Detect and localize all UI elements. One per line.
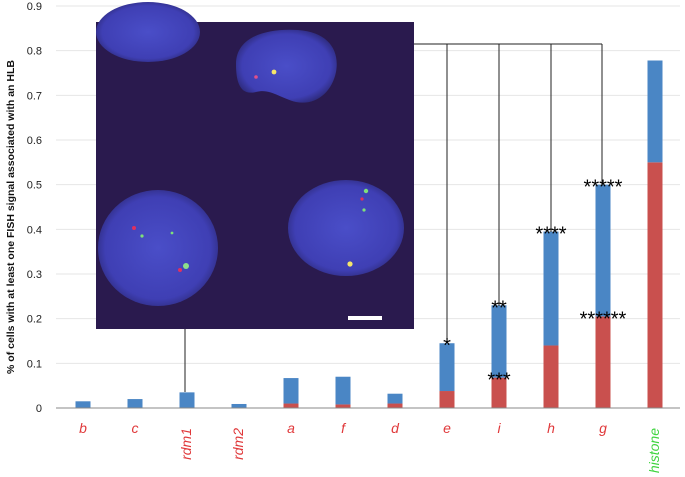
x-category-label-e: e — [443, 420, 451, 436]
bar-g-segment-1 — [595, 184, 611, 317]
bar-a-segment-0 — [283, 403, 299, 408]
fish-signal — [363, 188, 369, 194]
significance-stars: **** — [535, 224, 566, 246]
nucleus-bottom-right — [288, 180, 404, 276]
x-category-label-histone: histone — [646, 428, 662, 473]
bars — [75, 60, 663, 408]
x-category-label-g: g — [599, 420, 607, 436]
nucleus-bottom-left — [98, 190, 218, 306]
y-tick-label: 0.4 — [27, 224, 42, 236]
fish-signal — [254, 75, 258, 79]
x-category-label-rdm1: rdm1 — [178, 428, 194, 460]
nucleus-top-right — [236, 29, 337, 103]
nucleus-top-left — [96, 2, 200, 62]
x-category-label-f: f — [341, 420, 347, 436]
bar-a-segment-1 — [283, 378, 299, 404]
fish-signal — [132, 226, 136, 230]
fish-signal — [360, 197, 364, 201]
bar-histone-segment-0 — [647, 162, 663, 408]
fish-signal — [140, 234, 144, 238]
significance-stars: ****** — [580, 308, 627, 330]
significance-stars: ** — [491, 297, 507, 319]
x-category-label-b: b — [79, 420, 87, 436]
bar-h-segment-0 — [543, 345, 559, 408]
y-axis-tick-labels: 0 0.1 0.2 0.3 0.4 0.5 0.6 0.7 0.8 0.9 — [27, 1, 42, 415]
bar-i-segment-1 — [491, 305, 507, 378]
x-category-label-h: h — [547, 420, 555, 436]
bar-f-segment-1 — [335, 376, 351, 405]
bar-e-segment-1 — [439, 343, 455, 392]
scale-bar — [348, 316, 382, 320]
x-category-label-rdm2: rdm2 — [230, 428, 246, 460]
bar-b-segment-1 — [75, 401, 91, 408]
leader-lines — [184, 43, 603, 392]
fish-signal — [178, 268, 182, 272]
y-tick-label: 0.7 — [27, 90, 42, 102]
fish-signal — [183, 263, 189, 269]
significance-stars: * — [443, 335, 451, 357]
y-tick-label: 0.8 — [27, 46, 42, 58]
fish-signal — [347, 261, 353, 267]
y-tick-label: 0.1 — [27, 358, 42, 370]
x-axis-category-labels: b c rdm1 rdm2 a f d e i h g histone — [79, 420, 662, 473]
x-category-label-d: d — [391, 420, 400, 436]
bar-h-segment-1 — [543, 231, 559, 346]
bar-g-segment-0 — [595, 316, 611, 408]
y-tick-label: 0.6 — [27, 135, 42, 147]
bar-c-segment-1 — [127, 399, 143, 408]
fish-signal — [362, 208, 366, 212]
significance-stars: ***** — [584, 177, 623, 199]
x-category-label-c: c — [132, 420, 139, 436]
y-tick-label: 0.9 — [27, 1, 42, 13]
bar-histone-segment-1 — [647, 60, 663, 163]
y-axis-label: % of cells with at least one FISH signal… — [5, 60, 17, 374]
bar-e-segment-0 — [439, 391, 455, 408]
bar-d-segment-1 — [387, 393, 403, 404]
y-tick-label: 0.5 — [27, 180, 42, 192]
x-category-label-i: i — [497, 420, 501, 436]
x-category-label-a: a — [287, 420, 295, 436]
bar-f-segment-0 — [335, 404, 351, 408]
bar-rdm1-segment-1 — [179, 392, 195, 408]
bar-d-segment-0 — [387, 403, 403, 408]
micrograph-inset — [96, 2, 414, 329]
bar-i-segment-0 — [491, 377, 507, 408]
y-tick-label: 0.2 — [27, 314, 42, 326]
y-tick-label: 0 — [36, 403, 42, 415]
significance-annotations: ********************* — [443, 177, 626, 392]
fish-signal — [170, 231, 174, 235]
bar-rdm2-segment-1 — [231, 403, 247, 408]
y-tick-label: 0.3 — [27, 269, 42, 281]
fish-signal — [271, 69, 277, 75]
significance-stars: *** — [487, 370, 511, 392]
